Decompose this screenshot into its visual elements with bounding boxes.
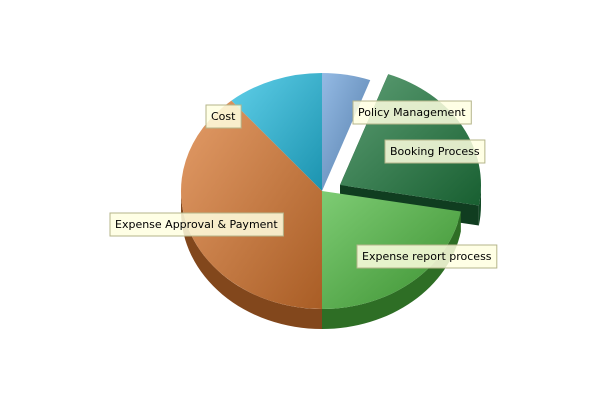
label-text-policy-management: Policy Management [358,106,466,119]
label-text-cost: Cost [211,110,236,123]
label-box-booking-process [384,139,486,164]
slice-side-booking-process [478,185,481,226]
slice-side-expense-report-process [322,211,461,329]
label-cost: Cost [205,104,242,129]
slice-side-expense-approval-payment [181,191,322,329]
label-policy-management: Policy Management [352,100,472,125]
label-text-expense-report-process: Expense report process [362,250,492,263]
label-expense-report-process: Expense report process [356,244,498,269]
label-box-cost [205,104,242,129]
label-expense-approval-payment: Expense Approval & Payment [109,212,284,237]
label-box-policy-management [352,100,472,125]
label-box-expense-report-process [356,244,498,269]
label-booking-process: Booking Process [384,139,486,164]
label-box-expense-approval-payment [109,212,284,237]
label-text-booking-process: Booking Process [390,145,480,158]
label-text-expense-approval-payment: Expense Approval & Payment [115,218,278,231]
slice-expense-approval-payment[interactable] [181,100,322,309]
slice-cost[interactable] [231,73,322,191]
labels-layer: Policy Management Booking Process Expense … [109,100,498,269]
